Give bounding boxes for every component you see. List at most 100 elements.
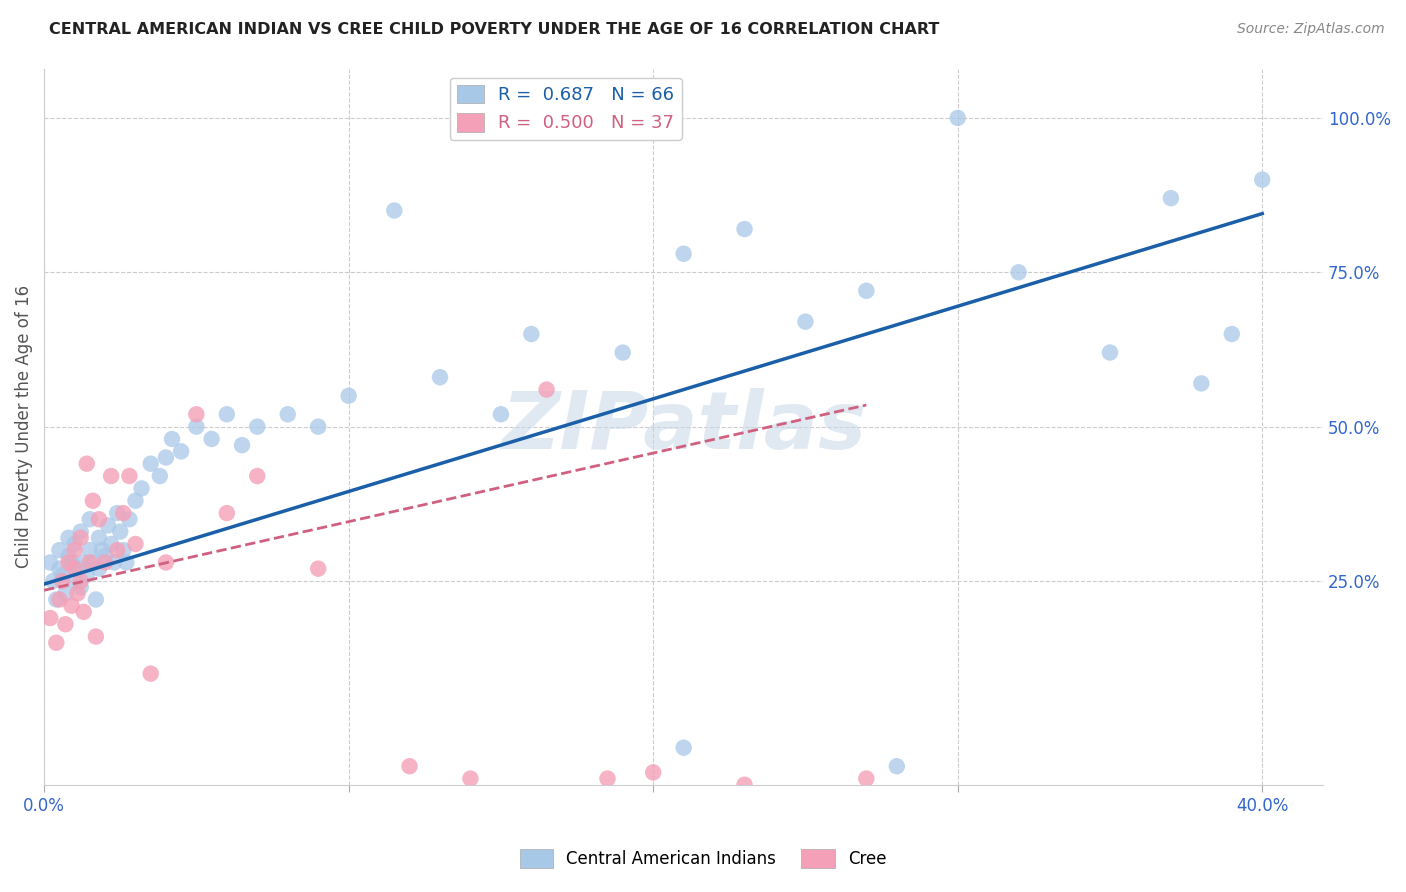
Point: [1098, 345, 1121, 359]
Point: [672, 740, 695, 755]
Point: [489, 407, 512, 421]
Point: [79, 556, 101, 570]
Point: [48, 543, 70, 558]
Point: [170, 444, 193, 458]
Point: [215, 407, 238, 421]
Point: [124, 537, 146, 551]
Point: [139, 457, 162, 471]
Point: [246, 419, 269, 434]
Point: [55, 586, 77, 600]
Point: [63, 537, 86, 551]
Legend: Central American Indians, Cree: Central American Indians, Cree: [513, 842, 893, 875]
Point: [66, 561, 89, 575]
Point: [1160, 191, 1182, 205]
Point: [82, 556, 104, 570]
Point: [48, 592, 70, 607]
Text: CENTRAL AMERICAN INDIAN VS CREE CHILD POVERTY UNDER THE AGE OF 16 CORRELATION CH: CENTRAL AMERICAN INDIAN VS CREE CHILD PO…: [49, 22, 939, 37]
Point: [112, 506, 135, 520]
Point: [79, 543, 101, 558]
Point: [734, 222, 756, 236]
Point: [643, 765, 665, 780]
Point: [307, 419, 329, 434]
Point: [398, 759, 420, 773]
Point: [82, 493, 104, 508]
Point: [277, 407, 299, 421]
Point: [596, 772, 619, 786]
Point: [58, 556, 80, 570]
Point: [155, 450, 177, 465]
Point: [97, 518, 120, 533]
Point: [39, 611, 62, 625]
Point: [149, 469, 172, 483]
Point: [91, 543, 114, 558]
Text: ZIPatlas: ZIPatlas: [501, 388, 866, 466]
Point: [118, 512, 141, 526]
Point: [1220, 326, 1243, 341]
Point: [87, 561, 110, 575]
Point: [87, 531, 110, 545]
Point: [73, 605, 96, 619]
Point: [215, 506, 238, 520]
Point: [69, 574, 91, 588]
Point: [105, 543, 128, 558]
Point: [246, 469, 269, 483]
Point: [69, 531, 91, 545]
Point: [520, 326, 543, 341]
Point: [1007, 265, 1029, 279]
Point: [45, 592, 67, 607]
Point: [139, 666, 162, 681]
Point: [69, 524, 91, 539]
Point: [1251, 172, 1274, 186]
Point: [66, 586, 89, 600]
Point: [94, 549, 117, 564]
Point: [186, 407, 208, 421]
Point: [60, 556, 83, 570]
Point: [855, 284, 877, 298]
Point: [429, 370, 451, 384]
Point: [103, 556, 125, 570]
Point: [131, 482, 153, 496]
Point: [105, 506, 128, 520]
Point: [45, 636, 67, 650]
Text: Source: ZipAtlas.com: Source: ZipAtlas.com: [1237, 22, 1385, 37]
Point: [76, 567, 98, 582]
Point: [55, 617, 77, 632]
Legend: R =  0.687   N = 66, R =  0.500   N = 37: R = 0.687 N = 66, R = 0.500 N = 37: [450, 78, 682, 140]
Point: [63, 574, 86, 588]
Point: [855, 772, 877, 786]
Point: [1189, 376, 1212, 391]
Point: [124, 493, 146, 508]
Point: [307, 561, 329, 575]
Point: [84, 592, 107, 607]
Point: [48, 561, 70, 575]
Point: [63, 543, 86, 558]
Point: [39, 556, 62, 570]
Point: [460, 772, 482, 786]
Point: [58, 549, 80, 564]
Point: [160, 432, 183, 446]
Point: [84, 630, 107, 644]
Point: [118, 469, 141, 483]
Point: [337, 389, 360, 403]
Point: [51, 574, 73, 588]
Point: [51, 567, 73, 582]
Point: [886, 759, 908, 773]
Point: [155, 556, 177, 570]
Point: [115, 556, 138, 570]
Point: [200, 432, 222, 446]
Point: [946, 111, 969, 125]
Point: [63, 561, 86, 575]
Point: [79, 512, 101, 526]
Point: [58, 531, 80, 545]
Point: [734, 778, 756, 792]
Point: [536, 383, 558, 397]
Point: [76, 457, 98, 471]
Point: [69, 580, 91, 594]
Point: [87, 512, 110, 526]
Point: [73, 556, 96, 570]
Point: [112, 543, 135, 558]
Point: [186, 419, 208, 434]
Point: [110, 524, 132, 539]
Point: [100, 537, 122, 551]
Point: [100, 469, 122, 483]
